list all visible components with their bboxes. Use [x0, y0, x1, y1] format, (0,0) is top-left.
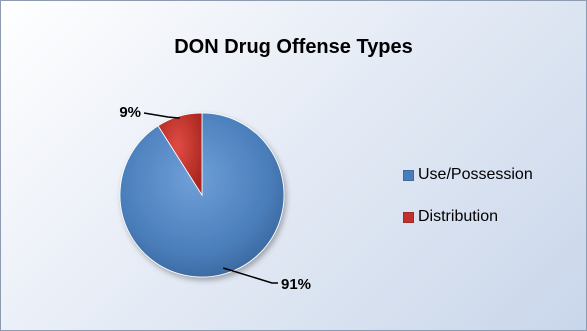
legend-label-use-possession: Use/Possession	[418, 166, 533, 183]
pie-slice-use-possession	[119, 112, 285, 278]
leader-line	[143, 112, 180, 119]
legend-item-distribution: Distribution	[403, 206, 533, 228]
legend-swatch-distribution	[403, 211, 414, 223]
legend-swatch-use-possession	[403, 169, 414, 181]
legend-label-distribution: Distribution	[418, 208, 499, 225]
pie-slice-distribution	[157, 112, 203, 197]
data-label: 9%	[119, 104, 141, 121]
legend: Use/Possession Distribution	[403, 164, 533, 248]
chart-title: DON Drug Offense Types	[174, 36, 413, 58]
legend-item-use-possession: Use/Possession	[403, 164, 533, 186]
leader-line	[222, 267, 278, 284]
data-label: 91%	[281, 276, 311, 293]
